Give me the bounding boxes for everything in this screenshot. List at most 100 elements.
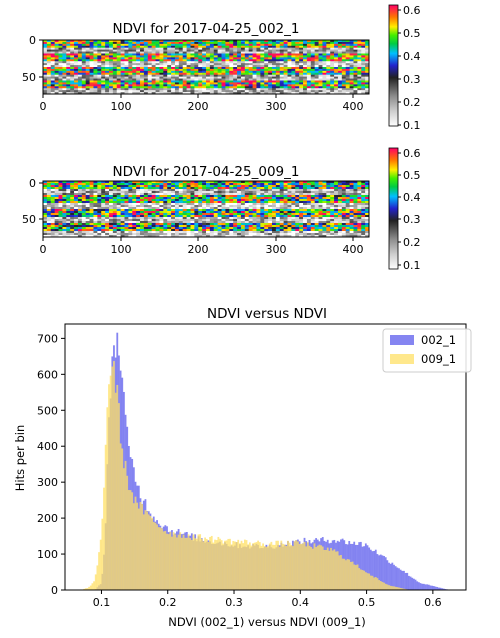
heatmap-cell bbox=[256, 183, 261, 186]
heatmap-cell bbox=[159, 185, 164, 188]
heatmap-cell bbox=[46, 68, 52, 72]
heatmap-cell bbox=[252, 55, 257, 58]
heatmap-cell bbox=[132, 61, 137, 64]
heatmap-cell bbox=[85, 51, 90, 54]
heatmap-cell bbox=[244, 185, 250, 188]
heatmap-cell bbox=[186, 78, 191, 81]
heatmap-cell bbox=[287, 92, 292, 95]
heatmap-cell bbox=[89, 67, 94, 70]
heatmap-cell bbox=[62, 67, 67, 70]
heatmap-cell bbox=[240, 70, 246, 74]
heatmap-cell bbox=[120, 211, 125, 214]
heatmap-cell bbox=[155, 70, 160, 74]
heatmap-cell bbox=[151, 203, 156, 206]
heatmap-cell bbox=[322, 65, 327, 68]
heatmap-cell bbox=[54, 201, 59, 204]
heatmap-cell bbox=[229, 51, 234, 54]
heatmap-cell bbox=[140, 82, 145, 85]
heatmap-cell bbox=[361, 68, 366, 72]
heatmap-cell bbox=[264, 40, 269, 43]
heatmap-cell bbox=[287, 227, 292, 230]
heatmap-cell bbox=[260, 90, 265, 93]
heatmap-cell bbox=[318, 74, 323, 78]
heatmap-cell bbox=[365, 40, 370, 43]
heatmap-cell bbox=[43, 195, 48, 198]
heatmap-cell bbox=[225, 229, 230, 232]
heatmap-cell bbox=[167, 88, 172, 91]
heatmap-cell bbox=[186, 82, 191, 85]
histogram-bar bbox=[386, 560, 389, 590]
heatmap-cell bbox=[66, 74, 71, 78]
heatmap-cell bbox=[159, 68, 164, 72]
heatmap-cell bbox=[62, 86, 67, 89]
heatmap-cell bbox=[221, 70, 226, 74]
heatmap-cell bbox=[237, 40, 242, 43]
heatmap-cell bbox=[174, 92, 180, 95]
heatmap-cell bbox=[260, 59, 265, 62]
heatmap-cell bbox=[70, 197, 75, 200]
heatmap-cell bbox=[198, 63, 203, 66]
heatmap-cell bbox=[299, 55, 304, 58]
heatmap-cell bbox=[295, 65, 300, 68]
heatmap-cell bbox=[365, 55, 370, 58]
heatmap-cell bbox=[93, 197, 98, 200]
heatmap-cell bbox=[318, 199, 323, 202]
heatmap-cell bbox=[326, 205, 331, 208]
heatmap-cell bbox=[357, 203, 362, 206]
heatmap-cell bbox=[140, 65, 145, 68]
heatmap-cell bbox=[93, 53, 98, 56]
heatmap-cell bbox=[237, 88, 242, 91]
heatmap-cell bbox=[229, 70, 234, 74]
heatmap-cell bbox=[306, 74, 312, 78]
heatmap-cell bbox=[97, 183, 102, 186]
heatmap-cell bbox=[178, 229, 184, 232]
heatmap-cell bbox=[202, 223, 207, 226]
heatmap-cell bbox=[365, 211, 370, 214]
heatmap-cell bbox=[108, 92, 114, 95]
heatmap-cell bbox=[136, 92, 141, 95]
heatmap-cell bbox=[66, 227, 71, 230]
histogram-bar bbox=[383, 556, 385, 590]
heatmap-cell bbox=[361, 49, 366, 52]
heatmap-cell bbox=[128, 219, 133, 222]
heatmap-cell bbox=[186, 74, 191, 78]
heatmap-cell bbox=[279, 207, 285, 210]
heatmap-cell bbox=[248, 68, 253, 72]
heatmap-cell bbox=[93, 191, 98, 194]
heatmap-cell bbox=[349, 197, 354, 200]
heatmap-cell bbox=[190, 68, 195, 72]
heatmap-cell bbox=[124, 76, 129, 79]
heatmap-cell bbox=[314, 191, 319, 194]
heatmap-cell bbox=[209, 211, 215, 214]
heatmap-cell bbox=[77, 225, 83, 228]
heatmap-cell bbox=[50, 185, 56, 188]
heatmap-cell bbox=[132, 65, 137, 68]
heatmap-cell bbox=[54, 40, 59, 43]
heatmap-cell bbox=[198, 203, 203, 206]
heatmap-cell bbox=[155, 233, 160, 236]
heatmap-cell bbox=[240, 51, 246, 54]
heatmap-cell bbox=[217, 211, 222, 214]
heatmap-cell bbox=[66, 191, 71, 194]
heatmap-cell bbox=[97, 53, 102, 56]
heatmap-cell bbox=[361, 199, 366, 202]
heatmap-cell bbox=[97, 49, 102, 52]
heatmap-cell bbox=[202, 57, 207, 60]
heatmap-cell bbox=[244, 70, 250, 74]
heatmap-cell bbox=[190, 235, 195, 238]
heatmap-cell bbox=[46, 199, 52, 202]
heatmap-cell bbox=[353, 221, 358, 224]
heatmap-cell bbox=[116, 211, 122, 214]
heatmap-cell bbox=[353, 41, 358, 45]
heatmap-cell bbox=[54, 183, 59, 186]
heatmap-cell bbox=[264, 209, 269, 212]
heatmap-1-xtick-label: 200 bbox=[188, 100, 209, 113]
heatmap-cell bbox=[233, 57, 238, 60]
heatmap-cell bbox=[174, 201, 180, 204]
heatmap-cell bbox=[303, 70, 308, 74]
heatmap-cell bbox=[159, 207, 164, 210]
heatmap-cell bbox=[128, 203, 133, 206]
heatmap-cell bbox=[314, 187, 319, 190]
heatmap-cell bbox=[240, 59, 246, 62]
heatmap-cell bbox=[124, 207, 129, 210]
